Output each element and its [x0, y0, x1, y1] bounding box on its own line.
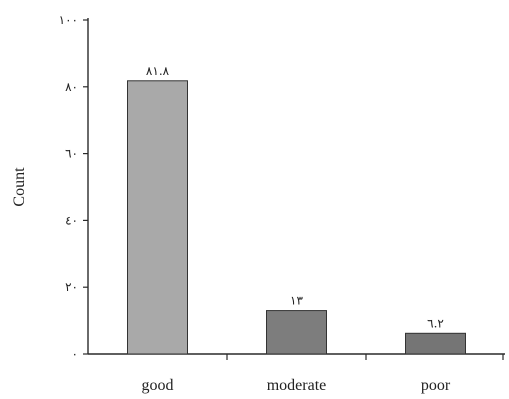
y-axis-ticks: ٠ ٢٠ ٤٠ ٦٠ ٨٠ ١٠٠ [59, 13, 88, 361]
bars [127, 80, 466, 355]
y-tick-label: ٤٠ [65, 213, 78, 227]
y-axis-label: Count [11, 167, 28, 207]
x-tick-label-poor: poor [421, 377, 451, 394]
y-tick-label: ٦٠ [65, 147, 78, 161]
bar-poor [405, 332, 466, 355]
y-tick-label: ٢٠ [65, 280, 78, 294]
x-tick-label-good: good [142, 377, 174, 394]
x-axis-ticks: good moderate poor [142, 354, 504, 394]
y-tick-label: ٨٠ [65, 80, 78, 94]
bar-moderate [266, 310, 327, 355]
x-tick-label-moderate: moderate [267, 377, 327, 394]
y-tick-label: ٠ [72, 347, 78, 361]
bar-good [127, 80, 188, 355]
data-label-good: ٨١.٨ [146, 64, 170, 78]
data-label-poor: ٦.٢ [427, 316, 444, 330]
data-labels: ٨١.٨ ١٣ ٦.٢ [146, 64, 444, 331]
y-tick-label: ١٠٠ [59, 13, 78, 27]
data-label-moderate: ١٣ [290, 294, 303, 308]
